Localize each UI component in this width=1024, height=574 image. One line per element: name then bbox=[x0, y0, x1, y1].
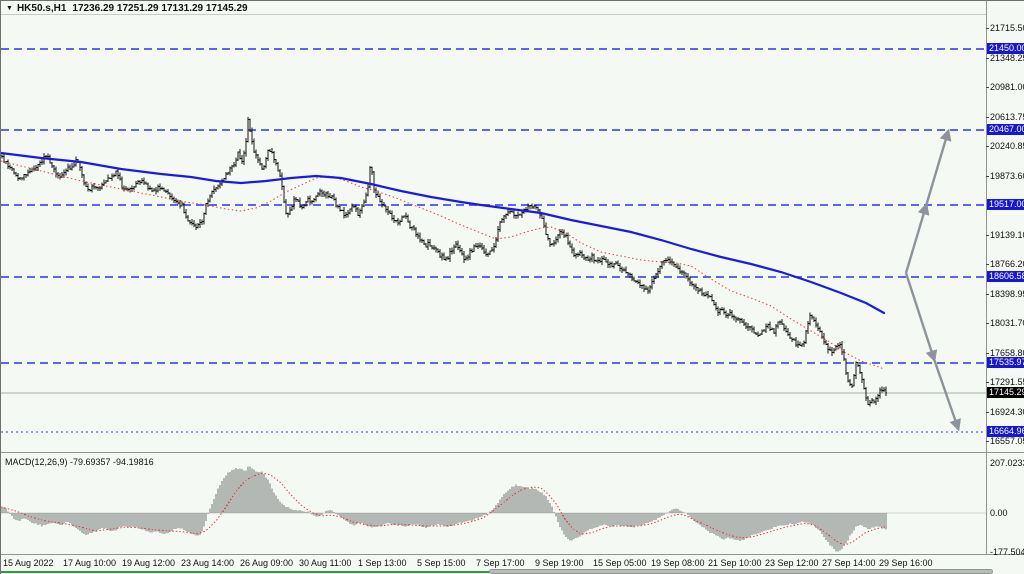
price-axis-label: 18398.95 bbox=[990, 289, 1024, 299]
trend-down-arrow-2[interactable] bbox=[932, 358, 961, 432]
time-axis-label: 15 Aug 2022 bbox=[3, 558, 54, 568]
price-axis-label: 18031.70 bbox=[990, 318, 1024, 328]
price-axis-label: 20240.85 bbox=[990, 141, 1024, 151]
price-axis-label: 21715.50 bbox=[990, 23, 1024, 33]
trend-up-arrow-2[interactable] bbox=[924, 128, 952, 207]
price-axis-label: 20981.00 bbox=[990, 82, 1024, 92]
macd-canvas[interactable] bbox=[1, 453, 986, 554]
axis-tick-mark bbox=[986, 412, 989, 413]
price-axis-label: 19139.10 bbox=[990, 230, 1024, 240]
axis-tick-mark bbox=[986, 28, 989, 29]
trend-up-arrow-1[interactable] bbox=[904, 202, 930, 274]
macd-axis-label: -177.50405 bbox=[990, 547, 1024, 557]
price-bars bbox=[1, 117, 887, 407]
price-axis-label: 16557.05 bbox=[990, 436, 1024, 446]
time-axis-label: 17 Aug 10:00 bbox=[63, 558, 117, 568]
time-axis-label: 30 Aug 11:00 bbox=[299, 558, 352, 568]
chart-title: ▼ HK50.s,H1 17236.29 17251.29 17131.29 171… bbox=[6, 3, 248, 14]
time-axis-label: 27 Sep 14:00 bbox=[822, 558, 876, 568]
axis-tick-mark bbox=[986, 353, 989, 354]
current-price-label: 17145.29 bbox=[987, 387, 1024, 398]
time-axis-label: 15 Sep 05:00 bbox=[593, 558, 647, 568]
time-axis-label: 19 Aug 12:00 bbox=[122, 558, 176, 568]
time-axis-label: 29 Sep 16:00 bbox=[879, 558, 933, 568]
symbol-timeframe-label: HK50.s,H1 bbox=[16, 3, 67, 14]
axis-separator bbox=[986, 1, 987, 555]
level-price-label: 16664.96 bbox=[987, 426, 1024, 437]
price-axis-label: 17291.55 bbox=[990, 377, 1024, 387]
price-axis-label: 18766.20 bbox=[990, 259, 1024, 269]
time-axis-label: 7 Sep 17:00 bbox=[476, 558, 525, 568]
chart-dropdown-icon[interactable]: ▼ bbox=[6, 5, 13, 12]
price-axis-label: 17658.80 bbox=[990, 348, 1024, 358]
time-axis-label: 5 Sep 15:00 bbox=[417, 558, 466, 568]
chart-shift-line bbox=[1, 571, 493, 573]
axis-tick-mark bbox=[986, 117, 989, 118]
macd-histogram bbox=[1, 466, 887, 552]
axis-tick-mark bbox=[986, 294, 989, 295]
time-axis-label: 19 Sep 08:00 bbox=[651, 558, 705, 568]
level-price-label: 18606.58 bbox=[987, 271, 1024, 282]
price-axis-label: 20613.75 bbox=[990, 112, 1024, 122]
axis-tick-mark bbox=[986, 58, 989, 59]
axis-tick-mark bbox=[986, 441, 989, 442]
panel-separator-bottom bbox=[1, 554, 1024, 555]
ohlc-quotes: 17236.29 17251.29 17131.29 17145.29 bbox=[72, 3, 248, 14]
title-underline bbox=[1, 14, 986, 15]
level-price-label: 21450.00 bbox=[987, 43, 1024, 54]
axis-tick-mark bbox=[986, 264, 989, 265]
macd-indicator-label: MACD(12,26,9) -79.69357 -94.19816 bbox=[5, 457, 154, 467]
axis-tick-mark bbox=[986, 323, 989, 324]
ma-slow-blue-line[interactable] bbox=[1, 151, 886, 315]
time-axis[interactable]: 15 Aug 2022 17 Aug 10:00 19 Aug 12:00 23 Au… bbox=[1, 555, 986, 571]
time-axis-label: 23 Aug 14:00 bbox=[181, 558, 235, 568]
scrollbar-thumb[interactable] bbox=[489, 569, 993, 574]
time-axis-label: 1 Sep 13:00 bbox=[358, 558, 407, 568]
macd-signal-line[interactable] bbox=[1, 472, 886, 546]
axis-tick-mark bbox=[986, 235, 989, 236]
axis-tick-mark bbox=[986, 176, 989, 177]
time-axis-label: 23 Sep 12:00 bbox=[765, 558, 819, 568]
price-axis-label: 19873.60 bbox=[990, 171, 1024, 181]
axis-tick-mark bbox=[986, 87, 989, 88]
ma-fast-dotted-line[interactable] bbox=[1, 160, 885, 370]
level-price-label: 19517.00 bbox=[987, 199, 1024, 210]
macd-axis-label: 0.00 bbox=[990, 508, 1008, 518]
macd-axis-label: 207.02333 bbox=[990, 458, 1024, 468]
level-price-label: 17535.97 bbox=[987, 357, 1024, 368]
time-axis-label: 26 Aug 09:00 bbox=[240, 558, 294, 568]
trend-down-arrow-1[interactable] bbox=[904, 272, 938, 363]
price-chart-canvas[interactable] bbox=[1, 1, 986, 453]
price-axis[interactable]: 21715.50 21348.25 20981.00 20613.75 20240.85… bbox=[986, 1, 1024, 557]
level-price-label: 20467.00 bbox=[987, 124, 1024, 135]
time-axis-label: 9 Sep 19:00 bbox=[535, 558, 584, 568]
axis-tick-mark bbox=[986, 382, 989, 383]
panel-separator-top[interactable] bbox=[1, 452, 1024, 453]
price-axis-label: 21348.25 bbox=[990, 53, 1024, 63]
axis-tick-mark bbox=[986, 146, 989, 147]
price-axis-label: 16924.30 bbox=[990, 407, 1024, 417]
time-axis-label: 21 Sep 10:00 bbox=[708, 558, 762, 568]
